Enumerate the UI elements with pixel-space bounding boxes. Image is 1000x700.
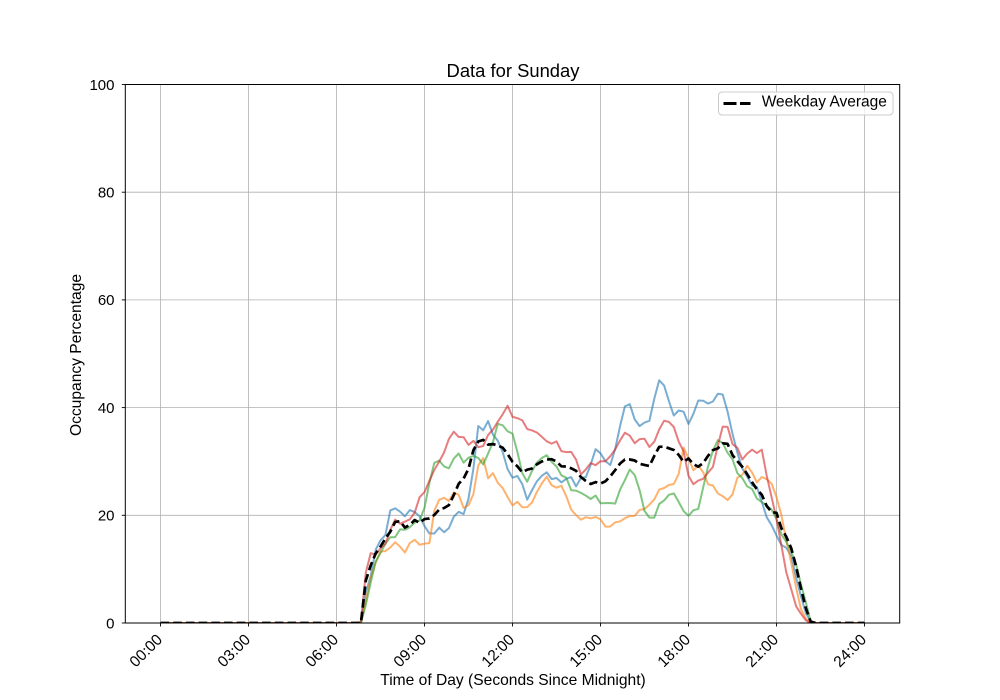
svg-text:100: 100 bbox=[89, 77, 114, 94]
svg-text:0: 0 bbox=[106, 615, 114, 632]
svg-text:Data for Sunday: Data for Sunday bbox=[447, 60, 581, 81]
svg-text:80: 80 bbox=[98, 185, 115, 202]
svg-text:20: 20 bbox=[98, 508, 115, 525]
svg-text:60: 60 bbox=[98, 292, 115, 309]
svg-text:40: 40 bbox=[98, 400, 115, 417]
svg-text:Time of Day (Seconds Since Mid: Time of Day (Seconds Since Midnight) bbox=[380, 672, 646, 689]
svg-text:Weekday Average: Weekday Average bbox=[762, 93, 887, 110]
svg-text:Occupancy Percentage: Occupancy Percentage bbox=[68, 274, 85, 436]
